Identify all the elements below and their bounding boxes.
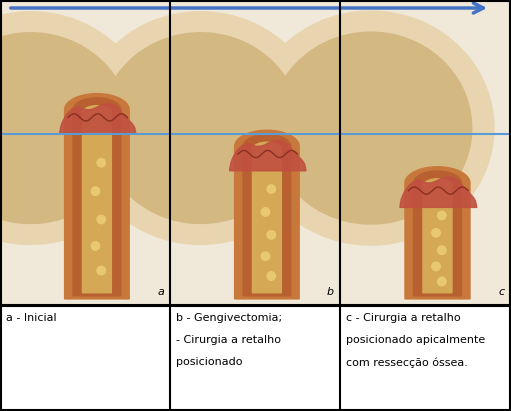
Polygon shape — [400, 177, 477, 208]
Text: posicionado apicalmente: posicionado apicalmente — [346, 335, 485, 345]
Polygon shape — [0, 33, 131, 224]
Polygon shape — [0, 12, 153, 245]
Circle shape — [261, 208, 270, 216]
Bar — [1, 306, 510, 410]
Circle shape — [432, 229, 440, 237]
Polygon shape — [340, 0, 511, 305]
Circle shape — [261, 252, 270, 261]
Polygon shape — [73, 98, 121, 296]
Circle shape — [437, 246, 446, 254]
Text: c: c — [499, 287, 505, 297]
Polygon shape — [64, 94, 129, 299]
Circle shape — [97, 215, 105, 224]
Circle shape — [432, 262, 440, 271]
Polygon shape — [82, 106, 111, 293]
Polygon shape — [170, 0, 340, 305]
Text: - Cirurgia a retalho: - Cirurgia a retalho — [176, 335, 281, 345]
Polygon shape — [270, 32, 472, 224]
Text: b: b — [327, 287, 334, 297]
Circle shape — [97, 266, 105, 275]
Circle shape — [267, 185, 275, 193]
Polygon shape — [252, 142, 282, 293]
Polygon shape — [248, 11, 494, 245]
Circle shape — [97, 159, 105, 167]
Polygon shape — [423, 179, 452, 293]
Text: b - Gengivectomia;: b - Gengivectomia; — [176, 313, 282, 323]
Text: posicionado: posicionado — [176, 357, 243, 367]
Polygon shape — [413, 171, 461, 296]
Bar — [1, 1, 510, 305]
Circle shape — [267, 272, 275, 280]
Circle shape — [91, 242, 100, 250]
Polygon shape — [243, 134, 291, 296]
Circle shape — [267, 231, 275, 239]
Polygon shape — [235, 130, 299, 299]
Circle shape — [91, 187, 100, 195]
Text: a - Inicial: a - Inicial — [6, 313, 57, 323]
Polygon shape — [100, 33, 301, 224]
Circle shape — [437, 211, 446, 220]
Polygon shape — [229, 140, 306, 171]
Polygon shape — [78, 12, 323, 245]
Polygon shape — [59, 104, 136, 134]
Text: c - Cirurgia a retalho: c - Cirurgia a retalho — [346, 313, 460, 323]
Polygon shape — [405, 167, 470, 299]
Text: com ressecção óssea.: com ressecção óssea. — [346, 357, 468, 367]
Text: a: a — [157, 287, 164, 297]
Polygon shape — [0, 0, 170, 305]
Circle shape — [437, 277, 446, 286]
